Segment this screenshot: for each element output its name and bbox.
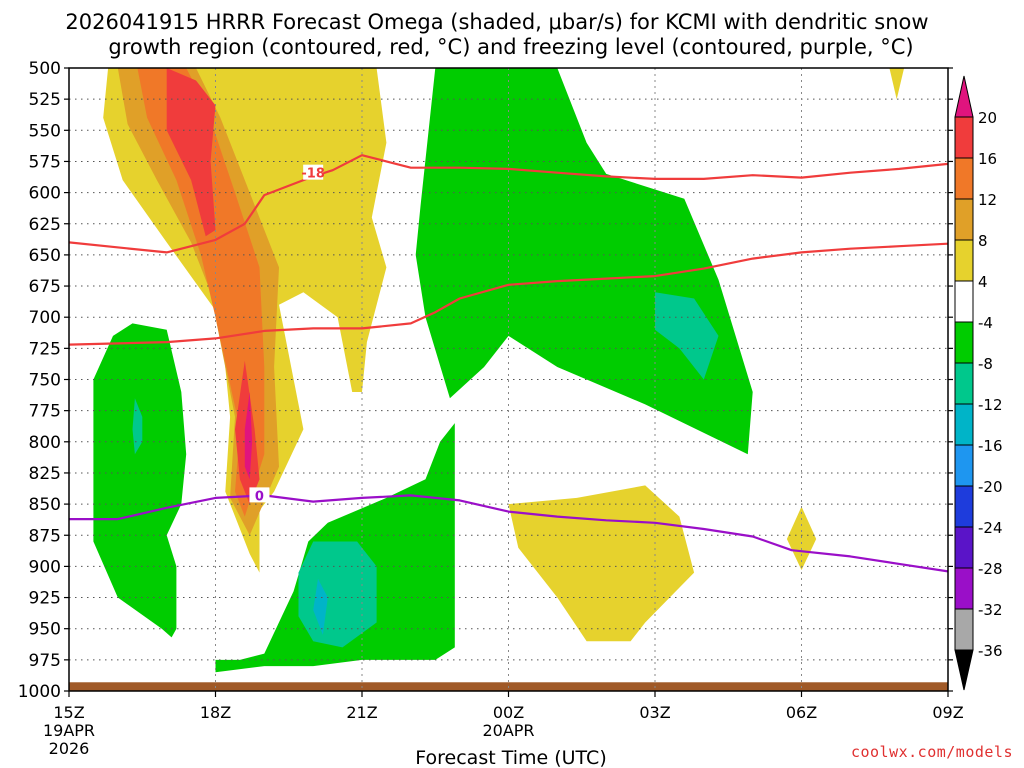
colorbar-bin: [954, 567, 974, 610]
colorbar-bin: [954, 444, 974, 487]
y-tick-label: 825: [29, 464, 61, 484]
colorbar-label: -20: [978, 478, 1003, 496]
pressure-axis: 500 525 550 575 600 625 650 675 700 725 750 775 800 8…: [18, 59, 953, 702]
y-tick-label: 600: [29, 184, 61, 204]
x-axis-title: Forecast Time (UTC): [415, 747, 606, 768]
colorbar-label: -36: [978, 642, 1003, 660]
y-tick-label: 875: [29, 526, 61, 546]
colorbar-label: 20: [978, 109, 997, 127]
colorbar-label: -8: [978, 355, 993, 373]
colorbar-label: 8: [978, 232, 988, 250]
y-tick-label: 625: [29, 215, 61, 235]
omega-region: [415, 68, 753, 455]
contour-label-backing: [303, 164, 324, 180]
colorbar-bin: [954, 362, 974, 405]
site-credit: coolwx.com/models: [851, 743, 1013, 761]
colorbar-bin: [954, 157, 974, 200]
colorbar-bin: [954, 608, 974, 651]
colorbar-bin: [954, 485, 974, 528]
y-tick-label: 800: [29, 433, 61, 453]
y-tick-label: 525: [29, 90, 61, 110]
omega-region: [166, 68, 216, 237]
x-tick-sublabel: 20APR: [482, 721, 534, 740]
colorbar-bin: [954, 116, 974, 159]
colorbar-bin: [954, 649, 974, 691]
colorbar-label: -12: [978, 396, 1003, 414]
plot-area: -18 0: [68, 67, 949, 692]
y-tick-label: 700: [29, 308, 61, 328]
colorbar-bin: [954, 75, 974, 118]
colorbar-label: -24: [978, 519, 1003, 537]
x-tick-label: 15Z: [53, 703, 84, 722]
x-tick-label: 18Z: [200, 703, 231, 722]
x-tick-label: 09Z: [932, 703, 963, 722]
isotherm-contour: [69, 154, 948, 254]
x-tick-sublabel: 19APR: [43, 721, 95, 740]
omega-region: [655, 292, 719, 380]
x-tick-label: 00Z: [493, 703, 524, 722]
contour-label: 0: [255, 489, 264, 504]
colorbar-bin: [954, 198, 974, 241]
y-tick-label: 500: [29, 59, 61, 79]
colorbar-label: -16: [978, 437, 1003, 455]
colorbar-label: 12: [978, 191, 997, 209]
colorbar-label: -4: [978, 314, 993, 332]
x-tick-label: 06Z: [786, 703, 817, 722]
isotherm-contour: [69, 242, 948, 346]
y-tick-label: 950: [29, 620, 61, 640]
x-tick-label: 21Z: [346, 703, 377, 722]
y-tick-label: 675: [29, 277, 61, 297]
contour-label-backing: [249, 487, 270, 503]
colorbar-label: 16: [978, 150, 997, 168]
y-tick-label: 850: [29, 495, 61, 515]
omega-colorbar: 20 16 12 8 4 -4 -8 -12 -16 -20 -24 -28 -32 -36: [954, 75, 1003, 691]
chart-title-line-1: 2026041915 HRRR Forecast Omega (shaded, …: [65, 10, 928, 34]
omega-region: [244, 392, 253, 480]
colorbar-bin: [954, 280, 974, 323]
plot-contents: -18 0: [69, 68, 948, 691]
y-tick-label: 725: [29, 339, 61, 359]
colorbar-bin: [954, 526, 974, 569]
omega-region: [786, 506, 817, 571]
colorbar-label: 4: [978, 273, 988, 291]
colorbar-label: -28: [978, 560, 1003, 578]
omega-region: [889, 68, 905, 100]
contour-label: -18: [301, 167, 325, 182]
omega-region: [313, 578, 328, 635]
colorbar-bin: [954, 403, 974, 446]
x-tick-label: 03Z: [639, 703, 670, 722]
y-tick-label: 925: [29, 589, 61, 609]
colorbar-bin: [954, 321, 974, 364]
y-tick-label: 750: [29, 371, 61, 391]
colorbar-label: -32: [978, 601, 1003, 619]
omega-region: [132, 398, 143, 455]
colorbar-bin: [954, 239, 974, 282]
omega-region: [508, 485, 695, 642]
chart-title-line-2: growth region (contoured, red, °C) and f…: [108, 35, 913, 59]
y-tick-label: 550: [29, 121, 61, 141]
y-tick-label: 975: [29, 651, 61, 671]
omega-region: [93, 323, 187, 638]
y-tick-label: 575: [29, 152, 61, 172]
isotherm-contour: [69, 494, 948, 573]
x-tick-sublabel: 2026: [49, 739, 90, 758]
y-tick-label: 900: [29, 557, 61, 577]
y-tick-label: 1000: [18, 682, 61, 702]
y-tick-label: 775: [29, 402, 61, 422]
y-tick-label: 650: [29, 246, 61, 266]
